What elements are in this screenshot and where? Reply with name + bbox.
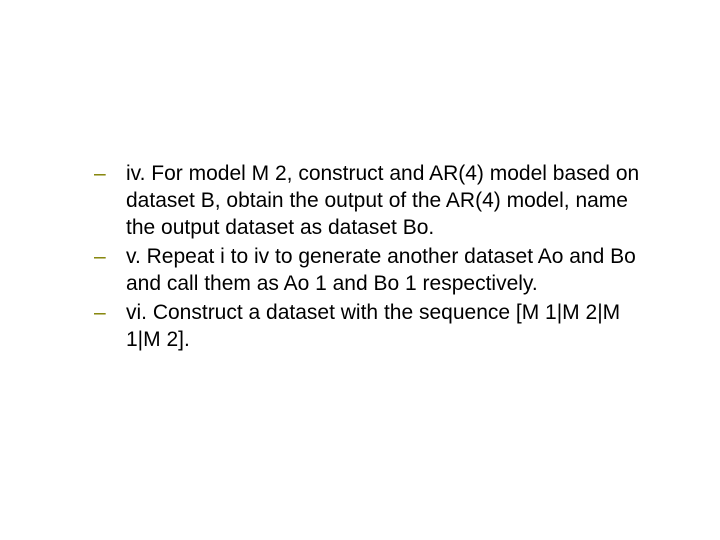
bullet-dash: – [88,299,126,326]
list-item: – iv. For model M 2, construct and AR(4)… [88,160,648,241]
list-item-text: vi. Construct a dataset with the sequenc… [126,299,648,353]
bullet-dash: – [88,160,126,187]
list-item: – vi. Construct a dataset with the seque… [88,299,648,353]
bullet-dash: – [88,243,126,270]
content-area: – iv. For model M 2, construct and AR(4)… [88,160,648,355]
corner-decoration [28,0,102,46]
list-item-text: iv. For model M 2, construct and AR(4) m… [126,160,648,241]
list-item: – v. Repeat i to iv to generate another … [88,243,648,297]
list-item-text: v. Repeat i to iv to generate another da… [126,243,648,297]
bullet-list: – iv. For model M 2, construct and AR(4)… [88,160,648,353]
